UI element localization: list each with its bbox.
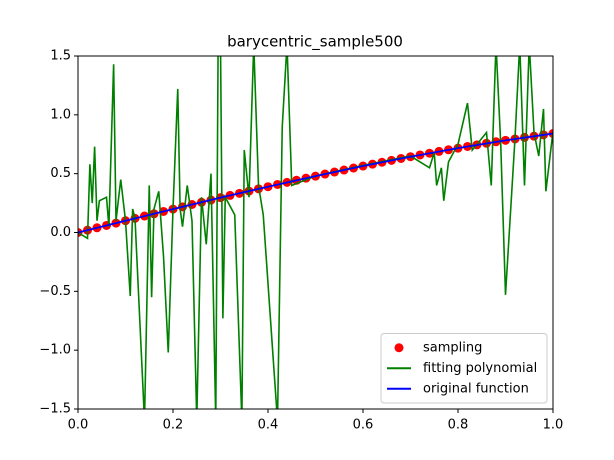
y-tick-label: −0.5	[39, 284, 71, 299]
series-line	[78, 132, 553, 234]
y-tick-label: 1.5	[50, 49, 71, 64]
legend-marker	[394, 343, 404, 353]
y-tick-label: −1.5	[39, 402, 71, 417]
legend-label: fitting polynomial	[423, 361, 537, 376]
legend-box	[380, 333, 548, 404]
y-tick-label: −1.0	[39, 343, 71, 358]
plot-area	[78, 56, 553, 409]
legend-label: sampling	[423, 340, 482, 355]
y-tick-label: 1.0	[50, 107, 71, 122]
y-tick-label: 0.5	[50, 166, 71, 181]
legend-label: original function	[423, 381, 529, 396]
chart-title: barycentric_sample500	[227, 33, 403, 52]
x-tick-label: 1.0	[543, 418, 564, 433]
y-tick-label: 0.0	[50, 225, 71, 240]
x-tick-label: 0.6	[353, 418, 374, 433]
x-tick-label: 0.8	[448, 418, 469, 433]
legend: sampling fitting polynomial original funct…	[380, 333, 548, 404]
x-tick-label: 0.0	[68, 418, 89, 433]
x-tick-label: 0.4	[258, 418, 279, 433]
x-tick-label: 0.2	[163, 418, 184, 433]
